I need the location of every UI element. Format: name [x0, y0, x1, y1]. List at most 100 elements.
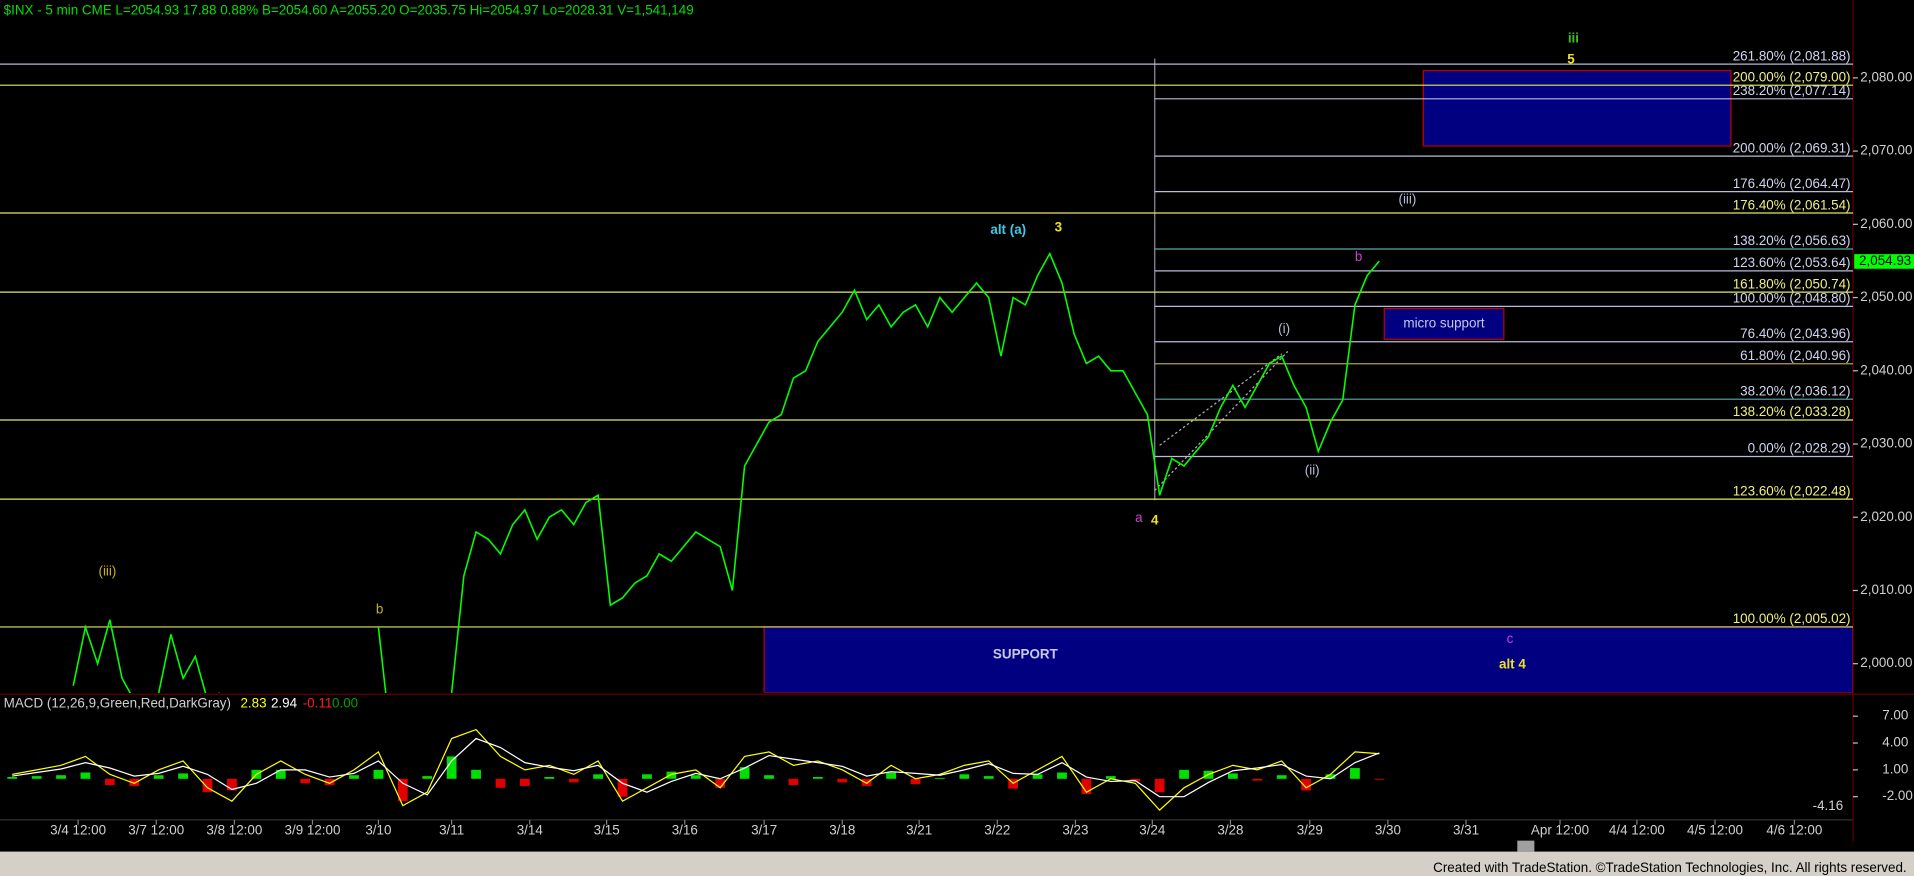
x-tick-label: 3/30 — [1375, 822, 1401, 837]
fib-label: 76.40% (2,043.96) — [1740, 326, 1850, 341]
macd-annotation: -4.16 — [1813, 798, 1844, 813]
macd-histogram-bar — [935, 777, 945, 779]
macd-histogram-bar — [739, 767, 750, 779]
y-tick-label: 2,060.00 — [1860, 216, 1912, 231]
fib-label: 123.60% (2,053.64) — [1733, 255, 1851, 270]
x-tick-label: 3/22 — [984, 822, 1010, 837]
macd-histogram-bar — [7, 777, 18, 779]
last-price-box — [1854, 254, 1914, 269]
x-tick-label: 3/21 — [906, 822, 932, 837]
macd-histogram-bar — [1325, 774, 1336, 779]
wave-label: b — [376, 602, 383, 617]
x-tick-label: 3/11 — [439, 822, 464, 837]
fib-label: 176.40% (2,064.47) — [1733, 176, 1851, 191]
macd-histogram-bar — [568, 778, 579, 783]
wave-label: b — [1355, 249, 1362, 264]
x-tick-label: 3/28 — [1217, 822, 1243, 837]
macd-plot — [7, 728, 1385, 811]
wave-label: 4 — [1151, 513, 1159, 528]
macd-histogram-bar — [1032, 774, 1043, 779]
macd-histogram-bar — [56, 775, 66, 779]
x-tick-label: 3/18 — [829, 822, 855, 837]
macd-readout: 0.00 — [332, 696, 358, 711]
wave-label: 5 — [1567, 51, 1575, 66]
fib-label: 0.00% (2,028.29) — [1748, 441, 1851, 456]
fib-label: 123.60% (2,022.48) — [1733, 483, 1851, 498]
macd-histogram-bar — [1227, 773, 1238, 779]
macd-histogram-bar — [1350, 768, 1360, 779]
x-tick-label: 3/24 — [1139, 822, 1166, 837]
macd-panel: 7.00 4.00 1.00 -2.00 MACD (12,26,9,Green,Red… — [4, 696, 1913, 813]
scroll-thumb[interactable] — [1517, 840, 1535, 852]
footer: Created with TradeStation. ©TradeStation… — [1433, 860, 1907, 875]
macd-readout: -0.11 — [303, 696, 333, 711]
fib-label: 138.20% (2,056.63) — [1733, 233, 1851, 248]
x-tick-label: 3/23 — [1062, 822, 1088, 837]
macd-histogram-bar — [1081, 778, 1092, 794]
x-tick-label: 4/5 12:00 — [1687, 822, 1743, 837]
y-tick-label: 2,080.00 — [1860, 69, 1912, 84]
x-tick-label: 3/29 — [1297, 822, 1323, 837]
macd-histogram-bar — [275, 769, 286, 779]
macd-histogram-bar — [959, 774, 970, 779]
y-tick-label: 2,000.00 — [1860, 655, 1912, 670]
macd-histogram-bar — [983, 776, 994, 779]
x-tick-label: 3/17 — [751, 822, 777, 837]
fib-label: 61.80% (2,040.96) — [1740, 348, 1850, 363]
zone-label: SUPPORT — [993, 647, 1059, 662]
macd-histogram-bar — [1105, 776, 1116, 779]
x-tick-label: 4/6 12:00 — [1766, 822, 1822, 837]
zone — [1422, 69, 1732, 147]
fib-label: 161.80% (2,050.74) — [1733, 276, 1851, 291]
price-line — [72, 251, 1380, 693]
macd-histogram-bar — [495, 778, 506, 788]
macd-histogram-bar — [764, 775, 774, 779]
macd-histogram-bar — [1252, 778, 1263, 781]
macd-histogram-bar — [349, 775, 359, 779]
macd-line — [12, 728, 1380, 811]
wave-label: (iii) — [98, 564, 116, 579]
macd-histogram-bar — [837, 778, 848, 783]
wave-label: (i) — [1278, 321, 1290, 336]
fib-label: 200.00% (2,079.00) — [1733, 69, 1851, 84]
price-plot — [0, 63, 1853, 693]
macd-histogram-bar — [104, 778, 115, 786]
wave-label: (iii) — [1398, 192, 1416, 207]
macd-histogram-bar — [788, 778, 799, 786]
fib-label: 38.20% (2,036.12) — [1740, 383, 1850, 398]
price-panel: micro support SUPPORT 261.80% (2,081.88) 20… — [0, 31, 1914, 693]
wave-label: alt (a) — [990, 222, 1026, 237]
macd-histogram-bar — [617, 778, 628, 797]
zone — [1383, 307, 1505, 340]
macd-histogram-bar — [31, 776, 42, 779]
macd-histogram-bar — [129, 778, 140, 786]
x-tick-label: 3/31 — [1453, 822, 1479, 837]
wave-label: alt 4 — [1499, 656, 1526, 671]
macd-histogram-bar — [324, 778, 335, 786]
macd-histogram-bar — [178, 773, 188, 779]
macd-histogram-bar — [471, 769, 481, 779]
macd-histogram-bar — [153, 775, 164, 779]
macd-histogram-bar — [666, 771, 677, 779]
wave-label: a — [1135, 510, 1143, 525]
x-tick-label: 3/15 — [594, 822, 620, 837]
macd-histogram-bar — [422, 776, 433, 779]
macd-histogram-bar — [80, 772, 91, 779]
x-tick-label: 3/7 12:00 — [128, 822, 184, 837]
y-tick-label: 2,030.00 — [1860, 436, 1912, 451]
status-bar — [0, 851, 1914, 876]
y-tick-label: 7.00 — [1882, 708, 1908, 723]
wave-label: (ii) — [1305, 462, 1320, 477]
macd-histogram-bar — [715, 778, 726, 788]
macd-histogram-bar — [642, 774, 652, 779]
fib-label: 200.00% (2,069.31) — [1733, 140, 1851, 155]
macd-histogram-bar — [446, 756, 457, 779]
macd-histogram-bar — [300, 778, 311, 784]
macd-histogram-bar — [373, 769, 384, 779]
x-tick-label: 3/16 — [672, 822, 698, 837]
macd-histogram-bar — [202, 778, 213, 793]
x-tick-label: 4/4 12:00 — [1609, 822, 1665, 837]
x-tick-label: 3/14 — [517, 822, 544, 837]
